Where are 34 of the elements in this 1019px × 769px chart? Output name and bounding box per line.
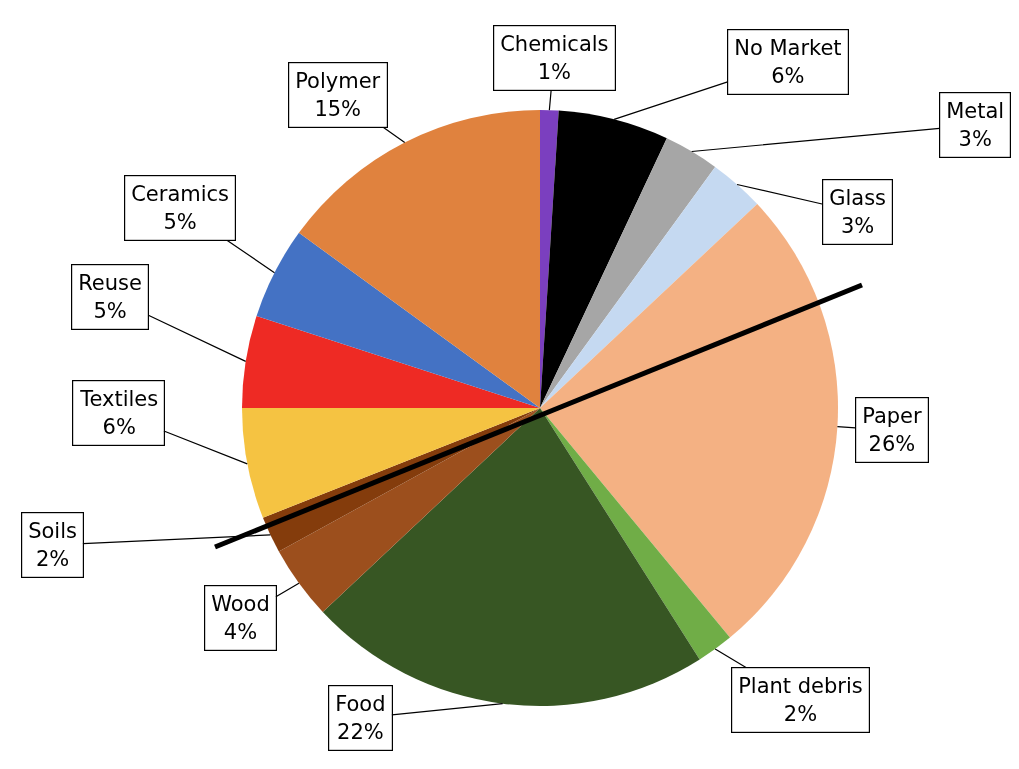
- slice-label: Ceramics: [131, 182, 230, 207]
- data-label: 1%: [537, 59, 572, 84]
- slice-label: Paper: [862, 404, 923, 429]
- pie-slice: [540, 166, 758, 408]
- data-label: 5%: [163, 209, 197, 234]
- slice-label: Plant debris: [738, 674, 863, 699]
- pie-slice: [256, 232, 540, 408]
- slice-label: Chemicals: [500, 32, 609, 57]
- pie-slice: [242, 315, 540, 408]
- data-label: 6%: [102, 414, 136, 439]
- data-label: 2%: [35, 546, 70, 571]
- slice-label: Metal: [946, 99, 1005, 124]
- data-label: 22%: [337, 719, 384, 744]
- pie-slice: [540, 408, 730, 660]
- slice-label: Wood: [211, 592, 270, 617]
- data-label: 15%: [314, 96, 362, 121]
- data-label: 4%: [223, 619, 258, 644]
- data-label: 26%: [868, 431, 916, 456]
- slice-label: No Market: [734, 36, 842, 61]
- data-label: 3%: [840, 213, 875, 238]
- data-label: 5%: [93, 298, 127, 323]
- slice-label: Textiles: [79, 387, 159, 412]
- pie-slice: [278, 408, 540, 612]
- data-label: 6%: [771, 63, 805, 88]
- slice-label: Polymer: [295, 69, 381, 94]
- pie-slice: [242, 408, 540, 518]
- data-label: 2%: [783, 701, 818, 726]
- slice-label: Food: [335, 692, 386, 717]
- slice-label: Reuse: [78, 271, 142, 296]
- pie-slice: [540, 138, 716, 408]
- slice-label: Soils: [28, 519, 77, 544]
- pie-slice: [540, 204, 838, 638]
- slice-label: Glass: [829, 186, 887, 211]
- data-label: 3%: [958, 126, 992, 151]
